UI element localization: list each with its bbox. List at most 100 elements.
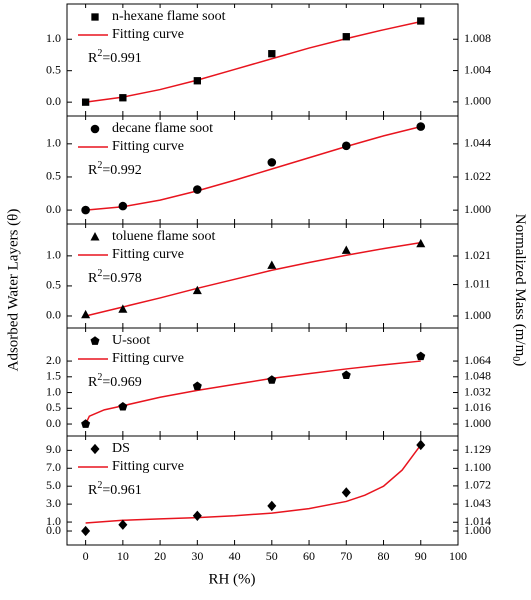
x-tick-label: 90	[415, 549, 427, 563]
y-tick-label: 0.0	[46, 202, 61, 216]
y-tick-label: 1.5	[46, 369, 61, 383]
y2-tick-label: 1.100	[464, 460, 491, 474]
marker	[416, 238, 426, 248]
marker	[342, 33, 350, 41]
marker	[267, 158, 277, 167]
r2-base: R	[88, 163, 98, 178]
marker	[81, 419, 91, 428]
y2-tick-label: 1.000	[464, 94, 491, 108]
y-tick-label: 2.0	[46, 353, 61, 367]
y2-label-text: Normalized Mass (m/m	[512, 214, 528, 357]
marker	[341, 487, 351, 498]
x-tick-label: 10	[117, 549, 129, 563]
legend-label: Fitting curve	[112, 247, 184, 262]
marker	[118, 401, 128, 411]
x-tick-label: 80	[378, 549, 390, 563]
y2-tick-label: 1.064	[464, 353, 491, 367]
marker	[192, 510, 202, 521]
y2-label-end: )	[512, 361, 528, 366]
y2-axis-label: Normalized Mass (m/m0)	[510, 214, 528, 366]
marker	[417, 17, 425, 25]
y2-tick-label: 1.021	[464, 248, 491, 262]
x-axis-label: RH (%)	[208, 571, 255, 587]
marker	[267, 260, 277, 269]
x-tick-label: 60	[303, 549, 315, 563]
y2-tick-label: 1.000	[464, 416, 491, 430]
marker	[193, 77, 201, 85]
y2-tick-label: 1.044	[464, 136, 491, 150]
legend-label: toluene flame soot	[112, 229, 216, 244]
r2-value: =0.991	[102, 51, 141, 66]
fit-curve	[85, 444, 422, 524]
y-tick-label: 1.0	[46, 514, 61, 528]
marker	[81, 205, 90, 215]
y-tick-label: 1.0	[46, 384, 61, 398]
y2-tick-label: 1.000	[464, 202, 491, 216]
r2-sup: 2	[97, 372, 102, 383]
marker	[341, 141, 351, 151]
legend-marker	[90, 124, 100, 134]
y-tick-label: 0.5	[46, 278, 61, 292]
marker	[416, 122, 426, 131]
marker	[192, 381, 202, 391]
r2-annotation: R2=0.991	[88, 48, 142, 66]
marker	[416, 439, 426, 451]
panel-frame	[66, 435, 459, 546]
r2-base: R	[88, 271, 98, 286]
y2-tick-label: 1.016	[464, 400, 491, 414]
r2-base: R	[88, 483, 98, 498]
marker	[341, 245, 351, 254]
y-tick-label: 0.0	[46, 94, 61, 108]
marker	[81, 525, 91, 537]
y2-tick-label: 1.032	[464, 384, 491, 398]
marker	[193, 185, 202, 194]
marker	[81, 309, 91, 319]
legend-label: n-hexane flame soot	[112, 9, 226, 24]
fit-curve	[85, 20, 421, 103]
fit-curve	[85, 125, 421, 211]
y2-tick-label: 1.004	[464, 62, 491, 76]
marker	[118, 519, 128, 530]
y-tick-label: 0.5	[46, 169, 61, 183]
r2-value: =0.961	[102, 483, 141, 498]
y2-tick-label: 1.022	[464, 169, 491, 183]
marker	[416, 351, 426, 361]
fit-curve	[85, 241, 421, 317]
r2-value: =0.978	[102, 271, 141, 286]
r2-sup: 2	[97, 160, 102, 171]
x-tick-label: 70	[340, 549, 352, 563]
r2-value: =0.969	[102, 375, 141, 390]
marker	[267, 500, 277, 512]
fit-curve	[84, 360, 421, 425]
y-tick-label: 0.0	[46, 308, 61, 322]
r2-base: R	[88, 375, 98, 390]
legend-label: Fitting curve	[112, 351, 184, 366]
y-tick-label: 9.0	[46, 442, 61, 456]
r2-value: =0.992	[102, 163, 141, 178]
y-tick-label: 7.0	[46, 460, 61, 474]
x-tick-label: 40	[229, 549, 241, 563]
y2-tick-label: 1.008	[464, 31, 491, 45]
marker	[118, 304, 128, 313]
r2-annotation: R2=0.961	[88, 480, 142, 498]
x-tick-label: 30	[191, 549, 203, 563]
legend-label: Fitting curve	[112, 139, 184, 154]
y2-tick-label: 1.043	[464, 496, 491, 510]
legend-marker	[91, 13, 99, 21]
y-tick-label: 0.0	[46, 416, 61, 430]
r2-annotation: R2=0.992	[88, 160, 142, 178]
x-tick-label: 100	[449, 549, 467, 563]
legend-marker	[90, 336, 100, 345]
marker	[81, 98, 90, 106]
y2-tick-label: 1.014	[464, 514, 491, 528]
y-axis-label: Adsorbed Water Layers (θ)	[5, 209, 21, 372]
legend-label: U-soot	[112, 333, 150, 348]
legend-label: DS	[112, 441, 130, 456]
y2-tick-label: 1.072	[464, 478, 491, 492]
x-tick-label: 50	[266, 549, 278, 563]
legend-marker	[90, 443, 100, 455]
r2-base: R	[88, 51, 98, 66]
x-tick-label: 20	[154, 549, 166, 563]
